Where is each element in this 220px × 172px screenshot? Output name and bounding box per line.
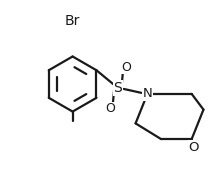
Text: O: O [188, 141, 199, 154]
Text: S: S [114, 81, 122, 95]
Text: N: N [143, 87, 152, 100]
Text: O: O [105, 102, 115, 115]
Text: O: O [121, 61, 131, 74]
Text: Br: Br [65, 14, 80, 28]
